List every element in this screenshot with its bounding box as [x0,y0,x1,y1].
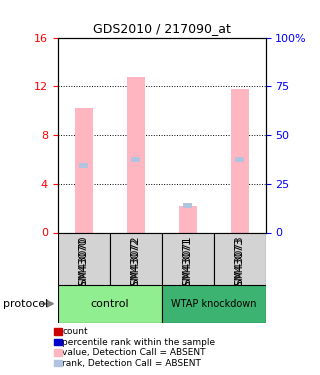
Bar [126,76,145,232]
FancyBboxPatch shape [109,232,162,285]
Text: GSM43070: GSM43070 [79,238,89,294]
Text: GSM43073: GSM43073 [235,238,244,294]
Text: GSM43072: GSM43072 [131,235,140,292]
Text: GSM43070: GSM43070 [79,235,89,292]
Text: GSM43073: GSM43073 [235,235,244,292]
Bar [179,206,197,232]
FancyBboxPatch shape [58,232,109,285]
Text: percentile rank within the sample: percentile rank within the sample [62,338,216,347]
Text: value, Detection Call = ABSENT: value, Detection Call = ABSENT [62,348,206,357]
FancyBboxPatch shape [58,285,162,322]
Text: control: control [90,299,129,309]
Title: GDS2010 / 217090_at: GDS2010 / 217090_at [93,22,230,35]
Text: GSM43072: GSM43072 [131,238,140,294]
Text: rank, Detection Call = ABSENT: rank, Detection Call = ABSENT [62,359,201,368]
Text: count: count [62,327,88,336]
Bar [230,89,249,232]
Text: GSM43071: GSM43071 [183,235,193,292]
Bar [183,203,192,208]
Bar [79,163,88,168]
Text: protocol: protocol [3,299,48,309]
FancyBboxPatch shape [162,232,214,285]
FancyBboxPatch shape [214,232,266,285]
Text: WTAP knockdown: WTAP knockdown [171,299,256,309]
FancyBboxPatch shape [162,285,266,322]
Text: GSM43071: GSM43071 [183,238,193,294]
Bar [131,157,140,162]
Bar [235,157,244,162]
Bar [75,108,93,232]
